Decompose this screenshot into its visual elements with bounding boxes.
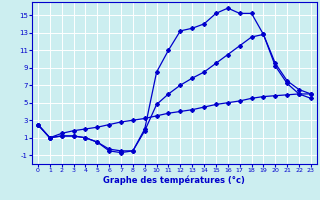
X-axis label: Graphe des températures (°c): Graphe des températures (°c) <box>103 176 245 185</box>
